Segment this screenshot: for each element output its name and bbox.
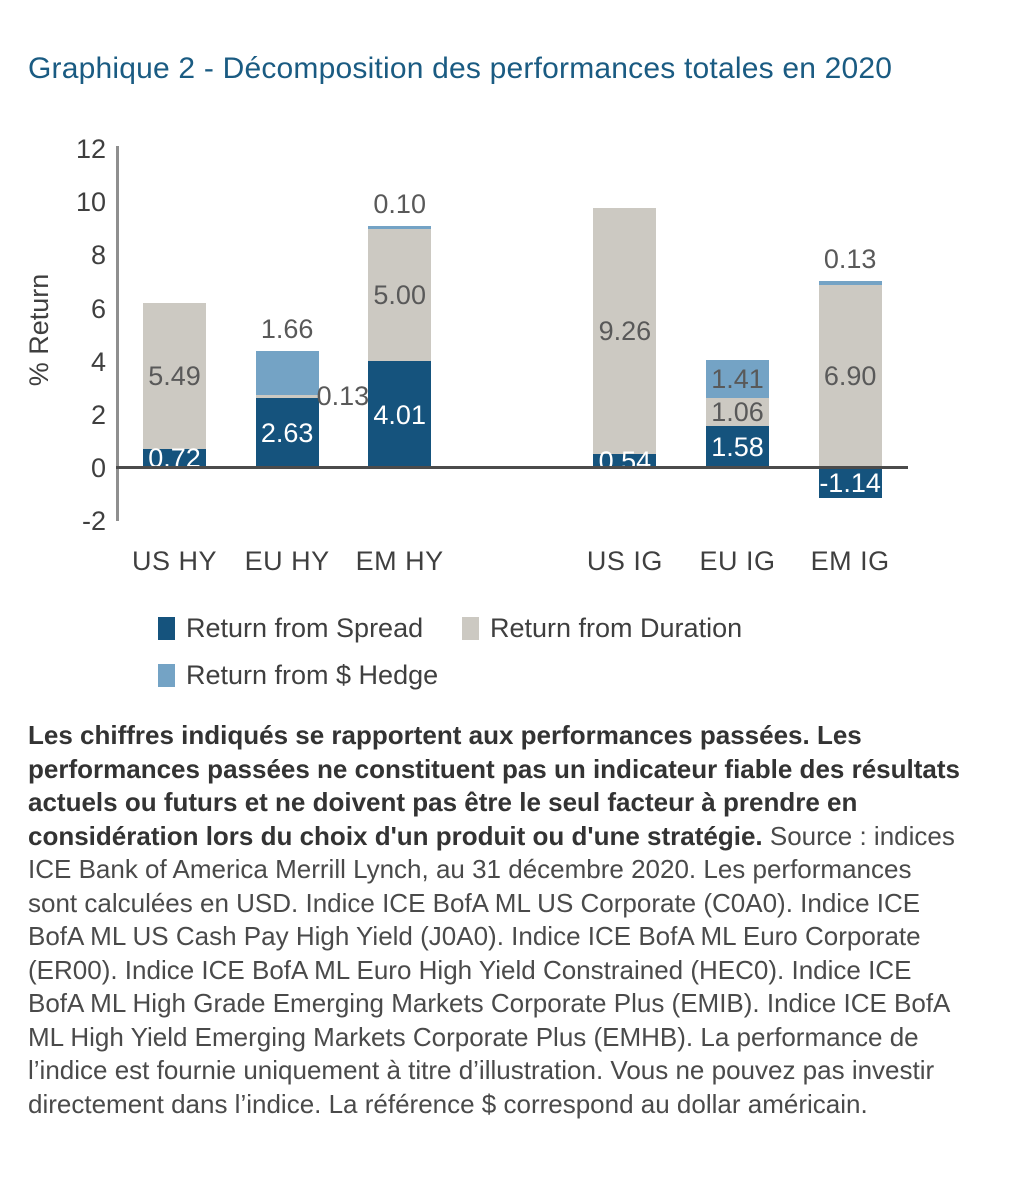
y-tick-label: 8 — [90, 240, 106, 271]
legend-item-hedge: Return from $ Hedge — [158, 660, 438, 690]
legend-swatch-duration — [462, 616, 479, 640]
x-axis-label: US HY — [131, 546, 218, 576]
value-label: -1.14 — [819, 468, 881, 499]
bar-segment-spread — [255, 398, 319, 468]
legend-swatch-hedge — [158, 663, 175, 687]
x-axis-label: EU IG — [699, 546, 776, 576]
value-label: 9.26 — [598, 315, 652, 346]
value-label: 1.41 — [711, 364, 764, 395]
bar-segment-duration — [143, 303, 206, 449]
legend-label-hedge: Return from $ Hedge — [186, 659, 439, 690]
bar-segment-duration — [255, 394, 319, 399]
bar-segment-spread — [818, 468, 882, 499]
x-axis-label: EM IG — [810, 546, 890, 576]
value-label: 0.13 — [316, 381, 370, 412]
legend-item-duration: Return from Duration — [462, 613, 742, 643]
y-tick-label: 10 — [75, 187, 106, 218]
value-label: 5.00 — [373, 280, 426, 311]
y-tick-label: -2 — [81, 506, 106, 537]
legend-swatch-spread — [158, 616, 175, 640]
legend-label-spread: Return from Spread — [186, 612, 424, 643]
value-label: 4.01 — [373, 399, 426, 430]
value-label: 6.90 — [823, 361, 877, 392]
bar-segment-hedge — [818, 281, 882, 285]
chart-title: Graphique 2 - Décomposition des performa… — [28, 52, 893, 86]
bar-segment-spread — [706, 426, 769, 468]
x-axis-label: EM HY — [355, 546, 444, 576]
y-tick-label: 0 — [90, 453, 106, 483]
footnote: Les chiffres indiqués se rapportent aux … — [28, 719, 966, 1121]
y-tick-label: 4 — [90, 346, 106, 377]
x-axis-label: US IG — [586, 546, 663, 576]
bar-segment-spread — [143, 448, 206, 468]
value-label: 1.66 — [260, 313, 314, 344]
bar-segment-hedge — [255, 350, 319, 395]
y-tick-label: 12 — [75, 134, 106, 165]
y-tick-label: 2 — [90, 399, 106, 430]
value-label: 2.63 — [260, 418, 314, 449]
value-label: 1.06 — [711, 396, 764, 427]
value-label: 5.49 — [148, 360, 201, 391]
bar-segment-spread — [368, 361, 432, 468]
legend-item-spread: Return from Spread — [158, 613, 423, 643]
value-label: 1.58 — [711, 432, 764, 462]
x-axis-zero-line — [116, 466, 908, 469]
value-label: 0.54 — [598, 445, 652, 476]
bar-segment-duration — [368, 228, 432, 362]
y-axis-line — [116, 146, 119, 521]
footnote-source-text: Source : indices ICE Bank of America Mer… — [28, 820, 955, 1119]
bar-segment-spread — [593, 453, 657, 468]
bar-segment-duration — [818, 284, 882, 468]
bar-segment-hedge — [706, 360, 769, 398]
value-label: 0.10 — [373, 188, 426, 219]
bar-segment-hedge — [368, 225, 432, 229]
bar-segment-duration — [593, 207, 657, 454]
footnote-bold-text: Les chiffres indiqués se rapportent aux … — [28, 720, 960, 851]
y-tick-label: 6 — [90, 293, 106, 324]
bar-segment-duration — [706, 397, 769, 426]
legend-label-duration: Return from Duration — [490, 612, 743, 643]
value-label: 0.72 — [148, 443, 201, 474]
value-label: 0.13 — [823, 244, 877, 275]
x-axis-label: EU HY — [244, 546, 330, 576]
